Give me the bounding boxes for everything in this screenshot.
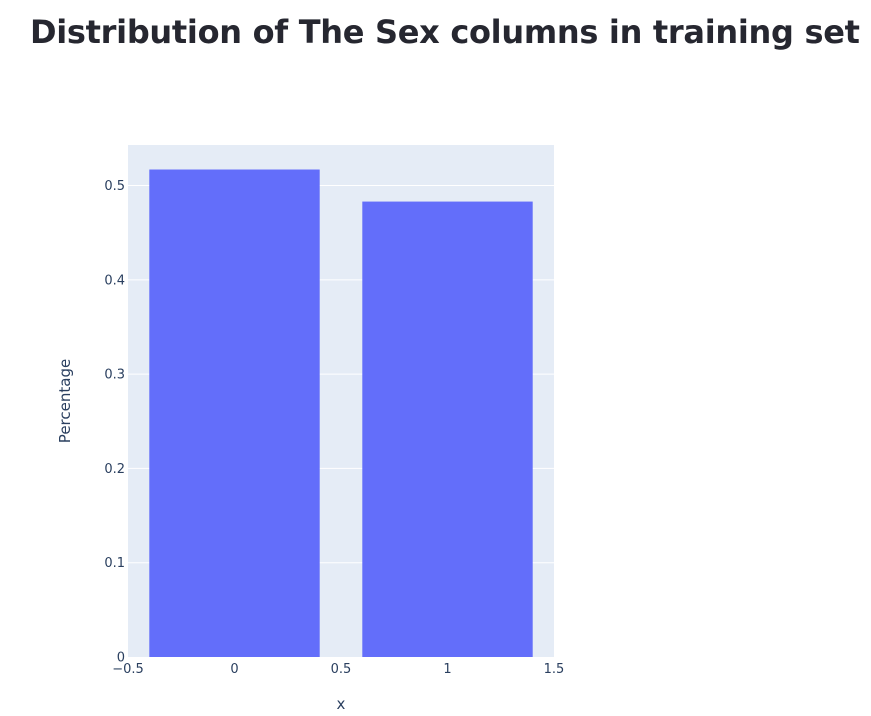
y-tick-label: 0.2 [104, 462, 125, 477]
x-tick-label: 0 [230, 662, 238, 677]
x-tick-label: 0.5 [331, 662, 352, 677]
bar [362, 201, 533, 657]
x-tick-label: 1 [443, 662, 451, 677]
x-tick-labels: −0.5 0 0.5 1 1.5 [112, 662, 564, 677]
y-tick-labels: 0 0.1 0.2 0.3 0.4 0.5 [104, 179, 125, 665]
x-tick-label: −0.5 [112, 662, 144, 677]
bar [149, 169, 320, 657]
y-tick-label: 0.1 [104, 556, 125, 571]
y-tick-label: 0.4 [104, 273, 125, 288]
y-tick-label: 0.5 [104, 179, 125, 194]
y-axis-title: Percentage [56, 359, 74, 443]
y-tick-label: 0.3 [104, 368, 125, 383]
x-axis-title: x [337, 695, 346, 713]
x-tick-label: 1.5 [544, 662, 565, 677]
bars [149, 169, 533, 657]
y-tick-label: 0 [117, 651, 125, 666]
page-title: Distribution of The Sex columns in train… [30, 13, 860, 51]
